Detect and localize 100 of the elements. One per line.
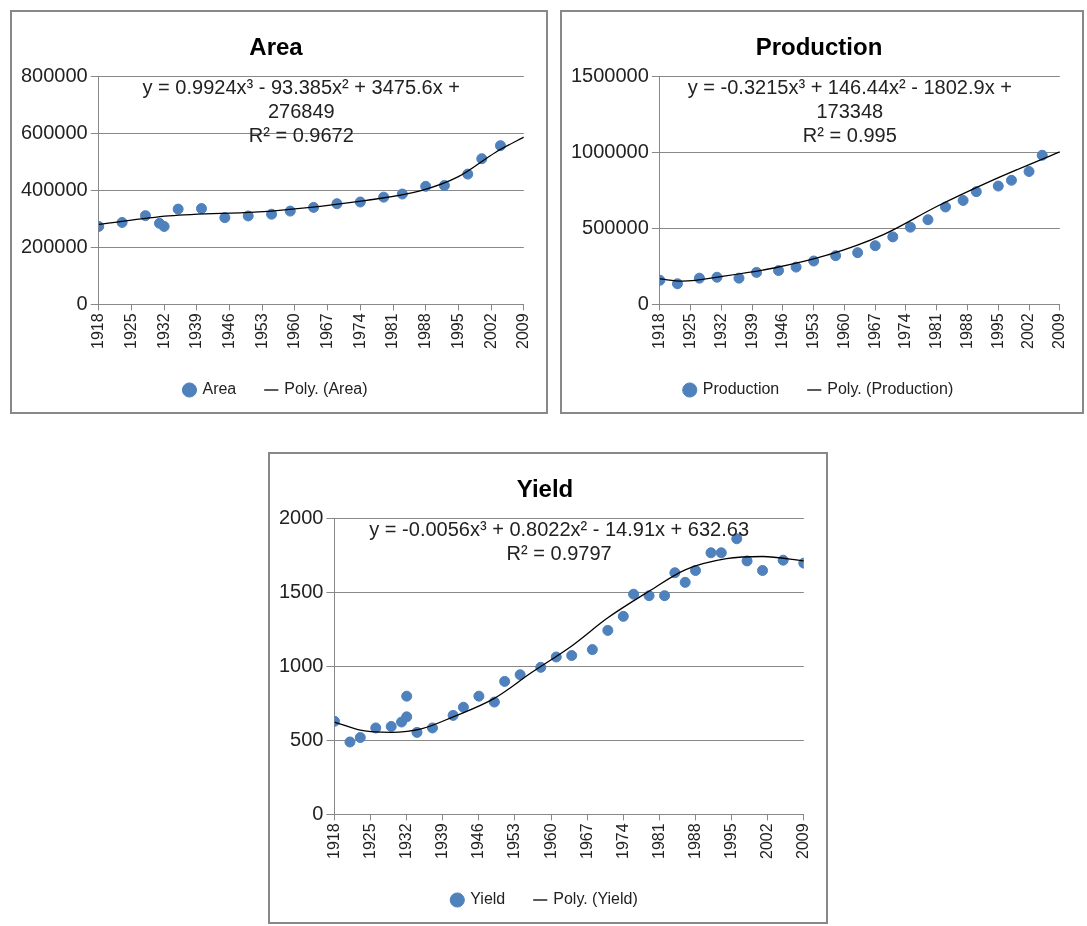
legend-label: Poly. (Yield) (553, 890, 638, 908)
y-tick-label: 500000 (582, 216, 649, 239)
y-tick-label: 200000 (20, 235, 88, 258)
x-tick-label: 1995 (448, 313, 466, 349)
point (158, 220, 170, 232)
y-tick-label: 0 (76, 291, 88, 314)
point (1023, 165, 1035, 177)
chart-title: Yield (516, 475, 574, 503)
x-tick-label: 2009 (1050, 313, 1068, 349)
annotation: R² = 0.995 (802, 124, 897, 147)
x-tick-label: 1918 (89, 313, 107, 349)
x-tick-label: 1960 (541, 823, 559, 859)
point (602, 624, 614, 636)
point (852, 247, 864, 259)
point (566, 650, 578, 662)
point (196, 203, 207, 215)
x-tick-label: 1981 (383, 313, 401, 349)
x-tick-label: 1946 (773, 313, 791, 349)
legend-label: Poly. (Area) (284, 380, 368, 398)
x-tick-label: 1939 (742, 313, 760, 349)
x-tick-label: 2009 (514, 313, 532, 349)
x-tick-label: 1988 (957, 313, 975, 349)
x-tick-label: 1932 (154, 313, 172, 349)
x-tick-label: 1988 (416, 313, 434, 349)
x-tick-label: 1953 (252, 313, 270, 349)
point (705, 547, 717, 559)
annotation: R² = 0.9797 (506, 542, 612, 565)
point (904, 221, 916, 233)
x-tick-label: 1967 (577, 823, 595, 859)
point (679, 576, 691, 588)
point (586, 644, 598, 656)
y-tick-label: 2000 (278, 506, 324, 529)
point (887, 231, 899, 243)
point (457, 701, 469, 713)
point (617, 610, 629, 622)
point (219, 212, 231, 224)
y-tick-label: 1000000 (570, 140, 649, 163)
y-tick-label: 400000 (20, 178, 88, 201)
x-tick-label: 1946 (219, 313, 237, 349)
x-tick-label: 1939 (433, 823, 451, 859)
annotation: R² = 0.9672 (248, 124, 354, 147)
point (628, 588, 640, 600)
x-tick-label: 1995 (722, 823, 740, 859)
point (401, 690, 413, 702)
chart-title: Area (249, 33, 304, 61)
x-tick-label: 1974 (613, 823, 631, 859)
legend-label: Poly. (Production) (827, 380, 954, 398)
point (957, 194, 969, 206)
chart-title: Production (755, 33, 883, 61)
x-tick-label: 1974 (350, 313, 368, 349)
y-tick-label: 800000 (20, 64, 88, 87)
point (499, 675, 511, 687)
x-tick-label: 1946 (469, 823, 487, 859)
y-tick-label: 600000 (20, 121, 88, 144)
y-tick-label: 1500 (278, 580, 324, 603)
x-tick-label: 1981 (649, 823, 667, 859)
x-tick-label: 1925 (121, 313, 139, 349)
legend-label: Yield (470, 890, 506, 908)
x-tick-label: 1988 (685, 823, 703, 859)
point (773, 265, 785, 277)
x-tick-label: 1960 (834, 313, 852, 349)
x-tick-label: 2002 (758, 823, 776, 859)
point (354, 732, 366, 744)
x-tick-label: 1953 (804, 313, 822, 349)
annotation: y = 0.9924x³ - 93.385x² + 3475.6x + 276849 (142, 76, 460, 123)
legend-label: Production (702, 380, 780, 398)
point (869, 240, 881, 252)
x-tick-label: 1967 (865, 313, 883, 349)
x-tick-label: 2002 (481, 313, 499, 349)
x-tick-label: 1932 (711, 313, 729, 349)
point (514, 669, 526, 681)
x-tick-label: 1918 (650, 313, 668, 349)
point (242, 210, 254, 222)
x-tick-label: 1995 (988, 313, 1006, 349)
x-tick-label: 1974 (896, 313, 914, 349)
y-tick-label: 1500000 (570, 64, 649, 87)
y-tick-label: 500 (290, 728, 324, 751)
x-tick-label: 1932 (397, 823, 415, 859)
point (344, 736, 356, 748)
y-tick-label: 0 (637, 291, 649, 314)
x-tick-label: 1918 (324, 823, 342, 859)
point (690, 565, 701, 577)
point (401, 711, 413, 723)
x-tick-label: 2009 (794, 823, 812, 859)
point (659, 590, 671, 602)
x-tick-label: 1953 (505, 823, 523, 859)
point (385, 720, 397, 732)
point (940, 201, 952, 213)
y-tick-label: 0 (312, 801, 324, 824)
legend-label: Area (202, 380, 237, 398)
point (922, 214, 934, 226)
y-tick-label: 1000 (278, 654, 324, 677)
x-tick-label: 1981 (927, 313, 945, 349)
point (757, 565, 769, 577)
point (1005, 174, 1017, 186)
point (992, 180, 1004, 192)
point (172, 203, 184, 215)
x-tick-label: 2002 (1019, 313, 1037, 349)
x-tick-label: 1960 (285, 313, 303, 349)
x-tick-label: 1967 (318, 313, 336, 349)
